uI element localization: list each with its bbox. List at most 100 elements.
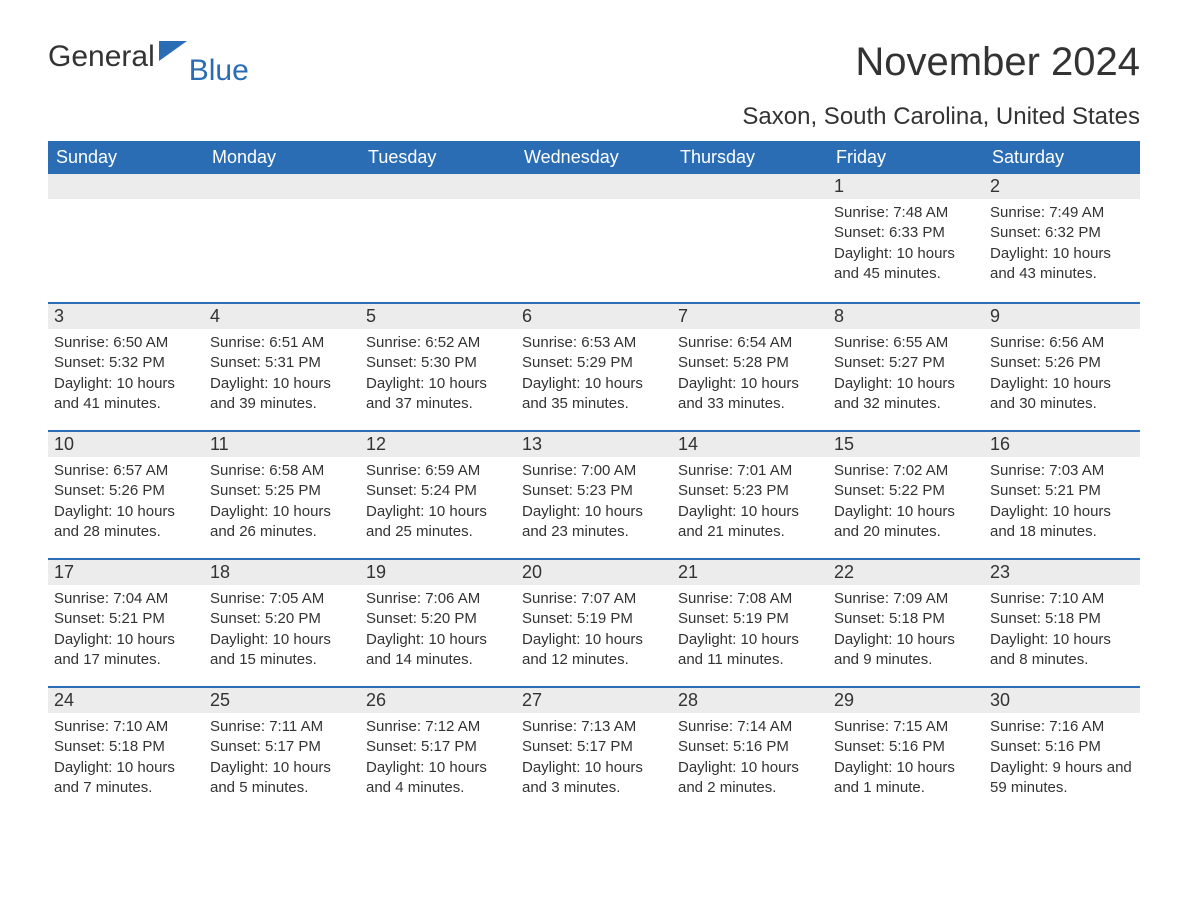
sunset-text: Sunset: 5:26 PM [990, 353, 1134, 373]
day-number: 14 [672, 430, 828, 457]
sunrise-text: Sunrise: 6:54 AM [678, 333, 822, 353]
day-number: 20 [516, 558, 672, 585]
day-details: Sunrise: 7:04 AMSunset: 5:21 PMDaylight:… [48, 585, 204, 680]
day-header: Saturday [984, 141, 1140, 174]
daylight-text: Daylight: 10 hours and 33 minutes. [678, 374, 822, 415]
day-number [360, 174, 516, 199]
calendar-cell [516, 174, 672, 302]
month-title: November 2024 [742, 40, 1140, 85]
day-number [48, 174, 204, 199]
day-number: 29 [828, 686, 984, 713]
day-number: 17 [48, 558, 204, 585]
sunrise-text: Sunrise: 7:16 AM [990, 717, 1134, 737]
day-number: 19 [360, 558, 516, 585]
day-number: 27 [516, 686, 672, 713]
sunrise-text: Sunrise: 7:03 AM [990, 461, 1134, 481]
sunrise-text: Sunrise: 6:51 AM [210, 333, 354, 353]
calendar-cell: 8Sunrise: 6:55 AMSunset: 5:27 PMDaylight… [828, 302, 984, 430]
calendar-cell [204, 174, 360, 302]
sunrise-text: Sunrise: 7:05 AM [210, 589, 354, 609]
title-block: November 2024 Saxon, South Carolina, Uni… [742, 40, 1140, 141]
daylight-text: Daylight: 10 hours and 39 minutes. [210, 374, 354, 415]
sunset-text: Sunset: 5:16 PM [990, 737, 1134, 757]
day-details: Sunrise: 7:08 AMSunset: 5:19 PMDaylight:… [672, 585, 828, 680]
sunset-text: Sunset: 5:20 PM [210, 609, 354, 629]
day-header-row: SundayMondayTuesdayWednesdayThursdayFrid… [48, 141, 1140, 174]
day-number: 15 [828, 430, 984, 457]
sunset-text: Sunset: 5:17 PM [366, 737, 510, 757]
daylight-text: Daylight: 10 hours and 8 minutes. [990, 630, 1134, 671]
day-details: Sunrise: 7:01 AMSunset: 5:23 PMDaylight:… [672, 457, 828, 552]
daylight-text: Daylight: 10 hours and 18 minutes. [990, 502, 1134, 543]
sunset-text: Sunset: 5:21 PM [54, 609, 198, 629]
day-header: Friday [828, 141, 984, 174]
day-details: Sunrise: 7:12 AMSunset: 5:17 PMDaylight:… [360, 713, 516, 808]
sunrise-text: Sunrise: 7:10 AM [990, 589, 1134, 609]
calendar-cell: 15Sunrise: 7:02 AMSunset: 5:22 PMDayligh… [828, 430, 984, 558]
daylight-text: Daylight: 10 hours and 11 minutes. [678, 630, 822, 671]
sunrise-text: Sunrise: 6:57 AM [54, 461, 198, 481]
sunset-text: Sunset: 5:22 PM [834, 481, 978, 501]
daylight-text: Daylight: 10 hours and 26 minutes. [210, 502, 354, 543]
calendar-body: 1Sunrise: 7:48 AMSunset: 6:33 PMDaylight… [48, 174, 1140, 814]
calendar-cell: 10Sunrise: 6:57 AMSunset: 5:26 PMDayligh… [48, 430, 204, 558]
sunset-text: Sunset: 5:23 PM [522, 481, 666, 501]
day-details: Sunrise: 6:56 AMSunset: 5:26 PMDaylight:… [984, 329, 1140, 424]
sunrise-text: Sunrise: 7:07 AM [522, 589, 666, 609]
sunrise-text: Sunrise: 6:59 AM [366, 461, 510, 481]
day-number: 16 [984, 430, 1140, 457]
sunrise-text: Sunrise: 7:11 AM [210, 717, 354, 737]
calendar-week: 24Sunrise: 7:10 AMSunset: 5:18 PMDayligh… [48, 686, 1140, 814]
day-header: Monday [204, 141, 360, 174]
daylight-text: Daylight: 10 hours and 14 minutes. [366, 630, 510, 671]
daylight-text: Daylight: 10 hours and 35 minutes. [522, 374, 666, 415]
day-details: Sunrise: 7:11 AMSunset: 5:17 PMDaylight:… [204, 713, 360, 808]
sunset-text: Sunset: 5:24 PM [366, 481, 510, 501]
day-details: Sunrise: 7:03 AMSunset: 5:21 PMDaylight:… [984, 457, 1140, 552]
header: General Blue November 2024 Saxon, South … [48, 40, 1140, 141]
location-label: Saxon, South Carolina, United States [742, 103, 1140, 131]
daylight-text: Daylight: 10 hours and 7 minutes. [54, 758, 198, 799]
calendar-week: 3Sunrise: 6:50 AMSunset: 5:32 PMDaylight… [48, 302, 1140, 430]
day-number: 5 [360, 302, 516, 329]
logo-text-blue: Blue [189, 54, 249, 88]
day-details: Sunrise: 7:09 AMSunset: 5:18 PMDaylight:… [828, 585, 984, 680]
sunset-text: Sunset: 5:29 PM [522, 353, 666, 373]
sunrise-text: Sunrise: 6:55 AM [834, 333, 978, 353]
day-details: Sunrise: 6:50 AMSunset: 5:32 PMDaylight:… [48, 329, 204, 424]
calendar-cell: 18Sunrise: 7:05 AMSunset: 5:20 PMDayligh… [204, 558, 360, 686]
calendar-cell: 14Sunrise: 7:01 AMSunset: 5:23 PMDayligh… [672, 430, 828, 558]
calendar-cell: 1Sunrise: 7:48 AMSunset: 6:33 PMDaylight… [828, 174, 984, 302]
sunset-text: Sunset: 5:19 PM [522, 609, 666, 629]
calendar-week: 10Sunrise: 6:57 AMSunset: 5:26 PMDayligh… [48, 430, 1140, 558]
daylight-text: Daylight: 10 hours and 28 minutes. [54, 502, 198, 543]
sunrise-text: Sunrise: 7:01 AM [678, 461, 822, 481]
day-details: Sunrise: 7:14 AMSunset: 5:16 PMDaylight:… [672, 713, 828, 808]
logo-text-general: General [48, 40, 155, 74]
calendar-cell: 26Sunrise: 7:12 AMSunset: 5:17 PMDayligh… [360, 686, 516, 814]
calendar-cell: 27Sunrise: 7:13 AMSunset: 5:17 PMDayligh… [516, 686, 672, 814]
logo: General Blue [48, 40, 249, 74]
daylight-text: Daylight: 10 hours and 43 minutes. [990, 244, 1134, 285]
day-details: Sunrise: 7:16 AMSunset: 5:16 PMDaylight:… [984, 713, 1140, 808]
calendar-cell: 5Sunrise: 6:52 AMSunset: 5:30 PMDaylight… [360, 302, 516, 430]
sunrise-text: Sunrise: 7:02 AM [834, 461, 978, 481]
daylight-text: Daylight: 10 hours and 23 minutes. [522, 502, 666, 543]
day-details: Sunrise: 7:07 AMSunset: 5:19 PMDaylight:… [516, 585, 672, 680]
daylight-text: Daylight: 10 hours and 1 minute. [834, 758, 978, 799]
day-number [672, 174, 828, 199]
sunrise-text: Sunrise: 7:49 AM [990, 203, 1134, 223]
sunrise-text: Sunrise: 7:48 AM [834, 203, 978, 223]
day-number: 2 [984, 174, 1140, 199]
day-number: 28 [672, 686, 828, 713]
calendar-cell: 17Sunrise: 7:04 AMSunset: 5:21 PMDayligh… [48, 558, 204, 686]
calendar-cell: 7Sunrise: 6:54 AMSunset: 5:28 PMDaylight… [672, 302, 828, 430]
day-number: 7 [672, 302, 828, 329]
daylight-text: Daylight: 10 hours and 17 minutes. [54, 630, 198, 671]
daylight-text: Daylight: 10 hours and 25 minutes. [366, 502, 510, 543]
sunset-text: Sunset: 6:33 PM [834, 223, 978, 243]
calendar-cell: 28Sunrise: 7:14 AMSunset: 5:16 PMDayligh… [672, 686, 828, 814]
daylight-text: Daylight: 10 hours and 21 minutes. [678, 502, 822, 543]
daylight-text: Daylight: 9 hours and 59 minutes. [990, 758, 1134, 799]
sunrise-text: Sunrise: 6:52 AM [366, 333, 510, 353]
